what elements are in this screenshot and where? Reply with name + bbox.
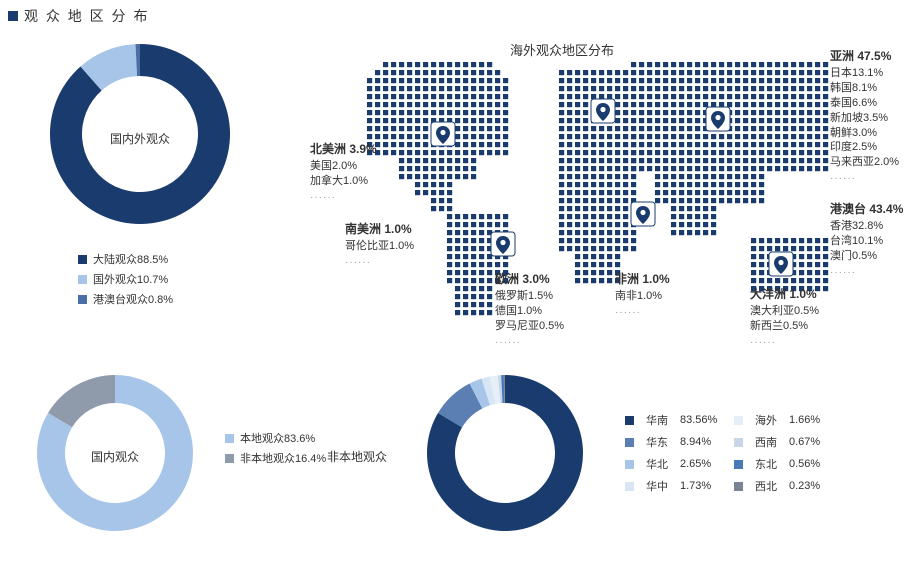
region-label: 南美洲 1.0% 哥伦比亚1.0% ······ xyxy=(345,221,414,270)
legend-value: 0.67% xyxy=(789,436,837,448)
region-item: 香港32.8% xyxy=(830,219,903,234)
region-header: 北美洲 3.9% xyxy=(310,141,377,157)
region-item: 日本13.1% xyxy=(830,66,899,81)
ellipsis: ······ xyxy=(310,191,377,205)
region-item: 德国1.0% xyxy=(495,304,564,319)
legend-swatch xyxy=(625,482,634,491)
region-label: 北美洲 3.9% 美国2.0%加拿大1.0% ······ xyxy=(310,141,377,204)
region-header: 非洲 1.0% xyxy=(615,271,670,287)
region-item: 马来西亚2.0% xyxy=(830,155,899,170)
region-item: 澳大利亚0.5% xyxy=(750,304,819,319)
legend-label: 本地观众83.6% xyxy=(240,430,315,446)
legend-label: 华南 xyxy=(646,412,674,428)
legend-item: 国外观众10.7% xyxy=(78,271,173,287)
legend-label: 西北 xyxy=(755,478,783,494)
region-label: 亚洲 47.5% 日本13.1%韩国8.1%泰国6.6%新加坡3.5%朝鲜3.0%… xyxy=(830,48,899,186)
donut3-center-label: 非本地观众 xyxy=(85,448,629,465)
region-item: 澳门0.5% xyxy=(830,249,903,264)
region-item: 泰国6.6% xyxy=(830,96,899,111)
region-item: 印度2.5% xyxy=(830,140,899,155)
legend-label: 西南 xyxy=(755,434,783,450)
map-pin-icon xyxy=(590,98,616,130)
donut1-block: 国内外观众 大陆观众88.5% 国外观众10.7% 港澳台观众0.8% xyxy=(0,26,280,356)
legend-label: 华北 xyxy=(646,456,674,472)
legend-swatch xyxy=(625,416,634,425)
legend-label: 大陆观众88.5% xyxy=(93,251,168,267)
legend-label: 东北 xyxy=(755,456,783,472)
region-label: 欧洲 3.0% 俄罗斯1.5%德国1.0%罗马尼亚0.5% ······ xyxy=(495,271,564,349)
region-item: 新西兰0.5% xyxy=(750,319,819,334)
region-item: 韩国8.1% xyxy=(830,81,899,96)
legend-swatch xyxy=(225,434,234,443)
region-item: 新加坡3.5% xyxy=(830,111,899,126)
region-item: 南非1.0% xyxy=(615,289,670,304)
donut3-legend: 华南 83.56% 海外 1.66% 华东 8.94% 西南 0.67% 华北 2.65% 东北 0.… xyxy=(625,412,837,494)
title-bullet xyxy=(8,11,18,21)
legend-swatch xyxy=(625,460,634,469)
ellipsis: ······ xyxy=(750,336,819,350)
donut1-center-label: 国内外观众 xyxy=(0,130,280,147)
region-item: 哥伦比亚1.0% xyxy=(345,239,414,254)
legend-swatch xyxy=(734,416,743,425)
legend-swatch xyxy=(734,460,743,469)
section-title: 观 众 地 区 分 布 xyxy=(24,6,149,26)
region-item: 台湾10.1% xyxy=(830,234,903,249)
region-item: 罗马尼亚0.5% xyxy=(495,319,564,334)
map-block: 海外观众地区分布 北美洲 3.9%美国2.0%加拿大1.0%······南美洲 … xyxy=(280,26,924,356)
ellipsis: ······ xyxy=(830,266,903,280)
legend-item: 大陆观众88.5% xyxy=(78,251,173,267)
legend-value: 0.23% xyxy=(789,480,837,492)
donut2-block: 国内观众 本地观众83.6%非本地观众16.4% xyxy=(0,360,380,576)
donut1-legend: 大陆观众88.5% 国外观众10.7% 港澳台观众0.8% xyxy=(78,251,173,311)
legend-value: 2.65% xyxy=(680,458,728,470)
region-item: 加拿大1.0% xyxy=(310,174,377,189)
map-pin-icon xyxy=(490,231,516,263)
legend-swatch xyxy=(734,438,743,447)
region-label: 非洲 1.0% 南非1.0% ······ xyxy=(615,271,670,320)
region-item: 美国2.0% xyxy=(310,159,377,174)
ellipsis: ······ xyxy=(615,306,670,320)
region-header: 港澳台 43.4% xyxy=(830,201,903,217)
legend-label: 华东 xyxy=(646,434,674,450)
region-header: 大洋洲 1.0% xyxy=(750,286,819,302)
region-header: 亚洲 47.5% xyxy=(830,48,899,64)
legend-swatch xyxy=(78,295,87,304)
legend-item: 港澳台观众0.8% xyxy=(78,291,173,307)
legend-value: 0.56% xyxy=(789,458,837,470)
region-item: 朝鲜3.0% xyxy=(830,126,899,141)
ellipsis: ······ xyxy=(830,172,899,186)
legend-label: 华中 xyxy=(646,478,674,494)
map-pin-icon xyxy=(430,121,456,153)
legend-swatch xyxy=(78,255,87,264)
legend-value: 8.94% xyxy=(680,436,728,448)
map-pin-icon xyxy=(705,106,731,138)
legend-item: 本地观众83.6% xyxy=(225,430,326,446)
legend-value: 83.56% xyxy=(680,414,728,426)
map-pin-icon xyxy=(630,201,656,233)
legend-swatch xyxy=(625,438,634,447)
legend-label: 国外观众10.7% xyxy=(93,271,168,287)
legend-value: 1.73% xyxy=(680,480,728,492)
map-pin-icon xyxy=(768,251,794,283)
region-item: 俄罗斯1.5% xyxy=(495,289,564,304)
legend-label: 港澳台观众0.8% xyxy=(93,291,173,307)
legend-swatch xyxy=(734,482,743,491)
region-label: 港澳台 43.4% 香港32.8%台湾10.1%澳门0.5% ······ xyxy=(830,201,903,279)
section-title-row: 观 众 地 区 分 布 xyxy=(0,0,924,26)
legend-value: 1.66% xyxy=(789,414,837,426)
legend-label: 海外 xyxy=(755,412,783,428)
region-header: 南美洲 1.0% xyxy=(345,221,414,237)
legend-swatch xyxy=(78,275,87,284)
region-header: 欧洲 3.0% xyxy=(495,271,564,287)
ellipsis: ······ xyxy=(345,256,414,270)
ellipsis: ······ xyxy=(495,336,564,350)
donut3-block: 非本地观众 华南83.56%海外1.66%华东8.94%西南0.67%华北2.6… xyxy=(380,360,924,576)
region-label: 大洋洲 1.0% 澳大利亚0.5%新西兰0.5% ······ xyxy=(750,286,819,349)
